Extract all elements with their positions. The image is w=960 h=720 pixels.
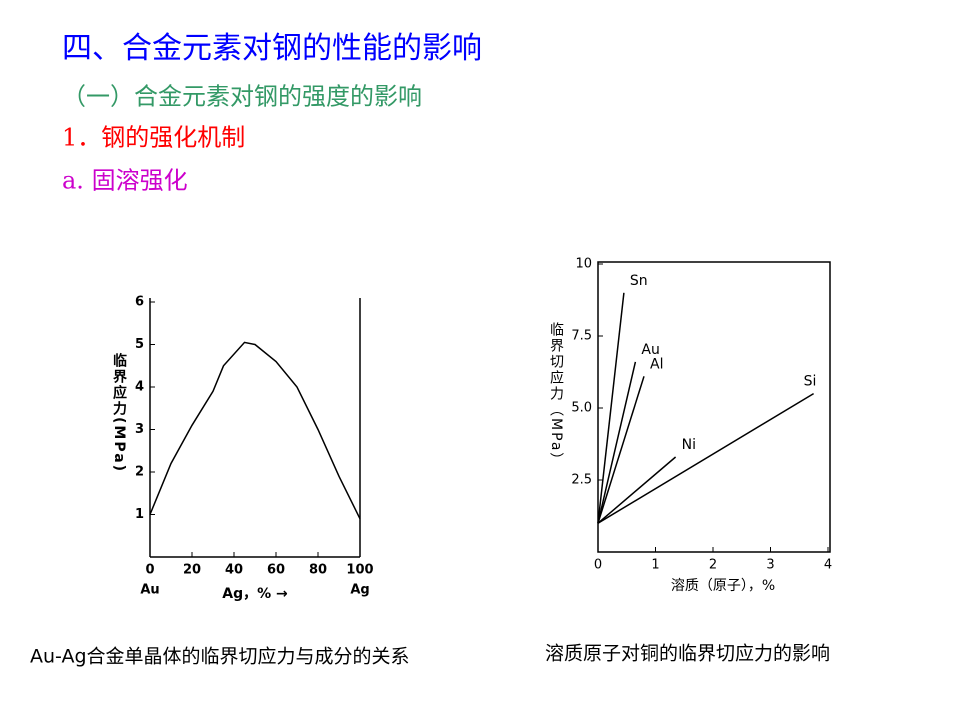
x-tick-label: 1 (651, 558, 659, 573)
data-line (597, 292, 625, 524)
y-tick-label: 5.0 (571, 401, 592, 416)
y-tick-label: 10 (575, 257, 592, 272)
series-label: Si (804, 374, 817, 390)
x-end-label: Au (140, 583, 159, 598)
series-label: Al (650, 356, 663, 372)
y-tick-label: 4 (135, 380, 144, 395)
plot-frame (597, 261, 831, 553)
y-axis-label: 临界切应力（MPa） (548, 322, 564, 468)
series-label: Au (641, 342, 659, 358)
slide-title: 四、合金元素对钢的性能的影响 (62, 31, 482, 66)
x-axis-label: 溶质（原子），% (671, 578, 775, 594)
x-tick-label: 60 (267, 563, 285, 578)
x-tick-label: 4 (824, 558, 832, 573)
x-tick-label: 40 (225, 563, 243, 578)
x-tick-label: 3 (766, 558, 774, 573)
figure-caption: 溶质原子对铜的临界切应力的影响 (545, 643, 830, 665)
x-tick-label: 2 (709, 558, 717, 573)
series-label: Sn (630, 273, 648, 289)
x-tick-label: 0 (594, 558, 602, 573)
y-tick-label: 5 (135, 337, 144, 352)
series-label: Ni (682, 437, 696, 453)
x-tick-label: 100 (346, 563, 373, 578)
data-line (149, 341, 361, 520)
data-line (597, 361, 637, 524)
y-tick-label: 1 (135, 507, 144, 522)
y-tick-label: 2 (135, 465, 144, 480)
y-tick-label: 2.5 (571, 473, 592, 488)
x-tick-label: 80 (309, 563, 327, 578)
slide-subtitle: （一）合金元素对钢的强度的影响 (62, 83, 422, 111)
y-tick-label: 7.5 (571, 329, 592, 344)
figure-caption: Au-Ag合金单晶体的临界切应力与成分的关系 (30, 646, 410, 668)
y-tick-label: 3 (135, 422, 144, 437)
y-axis-label: 临界应力(MPa) (111, 352, 127, 473)
x-axis-label: Ag，% → (222, 586, 288, 602)
data-line (597, 376, 645, 524)
x-end-label: Ag (350, 583, 369, 598)
data-line (597, 456, 677, 524)
section-heading: 1．钢的强化机制 (62, 124, 245, 152)
data-line (597, 392, 814, 524)
subsection-heading: a. 固溶强化 (62, 167, 188, 195)
x-tick-label: 0 (145, 563, 154, 578)
x-tick-label: 20 (183, 563, 201, 578)
y-tick-label: 6 (135, 295, 144, 310)
